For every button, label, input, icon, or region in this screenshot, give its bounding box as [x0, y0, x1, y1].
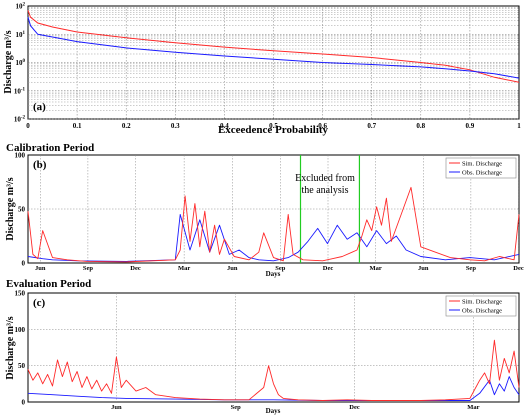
- panel-c-legend-sim: Sim. Discharge: [462, 299, 502, 306]
- panel-a-xlabel: Exceedence Probability: [218, 124, 329, 136]
- panel-b-legend: Sim. Discharge Obs. Discharge: [445, 157, 517, 179]
- x-tick-label: Sep: [231, 404, 242, 411]
- y-tick-label: 100: [15, 326, 26, 334]
- panel-c: Evaluation Period Jun Sep Dec Mar 0 50 100 150…: [5, 278, 520, 415]
- x-tick-label: Jun: [111, 404, 122, 411]
- x-tick-label: Jun: [227, 265, 238, 272]
- panel-a-ylabel: Discharge m³/s: [3, 30, 14, 93]
- panel-b-y-ticks: 0 50 100: [15, 152, 26, 268]
- x-tick-label: 0.4: [220, 122, 229, 130]
- x-tick-label: Mar: [467, 404, 479, 411]
- x-tick-label: 0: [26, 122, 30, 130]
- x-tick-label: Sep: [275, 265, 286, 272]
- panel-b-excluded-region: [299, 155, 361, 263]
- panel-b-legend-sim: Sim. Discharge: [462, 161, 502, 168]
- panel-b-label: (b): [33, 159, 47, 171]
- x-tick-label: Dec: [513, 265, 524, 272]
- x-tick-label: 1: [517, 122, 521, 130]
- y-tick-label: 50: [18, 362, 26, 370]
- y-tick-label: 10-1: [14, 87, 26, 95]
- panel-a: 0 0.1 0.2 0.3 0.4 0.5 0.6 0.7 0.8 0.9 1 10-210-110…: [3, 3, 521, 137]
- panel-b-x-ticks: Jun Sep Dec Mar Jun Sep Dec Mar Jun Sep Dec: [35, 265, 524, 272]
- x-tick-label: 0.5: [269, 122, 278, 130]
- panel-b-xlabel: Days: [266, 270, 281, 278]
- series-line-red: [27, 10, 520, 83]
- y-tick-label: 0: [22, 260, 26, 268]
- excluded-text-line-1: Excluded from: [295, 173, 355, 184]
- x-tick-label: Sep: [83, 265, 94, 272]
- panel-a-x-ticks: 0 0.1 0.2 0.3 0.4 0.5 0.6 0.7 0.8 0.9 1: [26, 122, 521, 130]
- excluded-text-line-2: the analysis: [302, 185, 349, 196]
- y-tick-label: 10-2: [14, 116, 26, 124]
- panel-c-y-ticks: 0 50 100 150: [15, 290, 26, 407]
- panel-c-legend-box: [445, 295, 517, 317]
- x-tick-label: Dec: [349, 404, 360, 411]
- x-tick-label: Dec: [130, 265, 141, 272]
- x-tick-label: 0.8: [416, 122, 425, 130]
- panel-b-legend-box: [445, 157, 517, 179]
- x-tick-label: Jun: [418, 265, 429, 272]
- sim-discharge-line: [27, 186, 520, 263]
- panel-a-y-ticks: 10-2 10-1 100 101 102: [14, 3, 26, 124]
- panel-b-legend-obs: Obs. Discharge: [462, 170, 502, 177]
- y-tick-label: 50: [18, 206, 26, 214]
- panel-c-xlabel: Days: [266, 407, 281, 415]
- y-tick-label: 100: [15, 152, 26, 160]
- panel-c-x-ticks: Jun Sep Dec Mar: [111, 404, 479, 411]
- x-tick-label: 0.2: [122, 122, 131, 130]
- y-tick-label: 102: [16, 3, 26, 11]
- x-tick-label: 0.1: [73, 122, 82, 130]
- y-tick-label: 100: [16, 59, 26, 67]
- panel-c-series: [27, 339, 520, 401]
- x-tick-label: 0.3: [171, 122, 180, 130]
- panel-c-legend: Sim. Discharge Obs. Discharge: [445, 295, 517, 317]
- x-tick-label: Sep: [466, 265, 477, 272]
- x-tick-label: 0.7: [367, 122, 376, 130]
- panel-c-title: Evaluation Period: [6, 278, 91, 290]
- series-line-blue: [27, 17, 520, 79]
- x-tick-label: Mar: [178, 265, 190, 272]
- y-tick-label: 150: [15, 290, 26, 298]
- x-tick-label: Mar: [369, 265, 381, 272]
- panel-c-label: (c): [33, 297, 46, 309]
- panel-c-legend-obs: Obs. Discharge: [462, 308, 502, 315]
- x-tick-label: Jun: [35, 265, 46, 272]
- panel-b-ylabel: Discharge m³/s: [5, 177, 16, 240]
- panel-a-label: (a): [33, 101, 46, 113]
- panel-b-title: Calibration Period: [6, 142, 94, 154]
- x-tick-label: 0.9: [466, 122, 475, 130]
- panel-b: Calibration Period Jun Sep Dec Mar Jun Sep Dec…: [5, 142, 524, 278]
- x-tick-label: Dec: [323, 265, 334, 272]
- y-tick-label: 101: [16, 31, 26, 39]
- y-tick-label: 0: [22, 399, 26, 407]
- panel-a-series: [27, 10, 520, 83]
- panel-c-frame: [27, 292, 520, 403]
- sim-discharge-line: [27, 339, 520, 401]
- panel-c-grid: [28, 293, 519, 402]
- x-tick-label: 0.6: [318, 122, 327, 130]
- panel-c-ylabel: Discharge m³/s: [5, 316, 16, 379]
- panel-b-series: [27, 186, 520, 263]
